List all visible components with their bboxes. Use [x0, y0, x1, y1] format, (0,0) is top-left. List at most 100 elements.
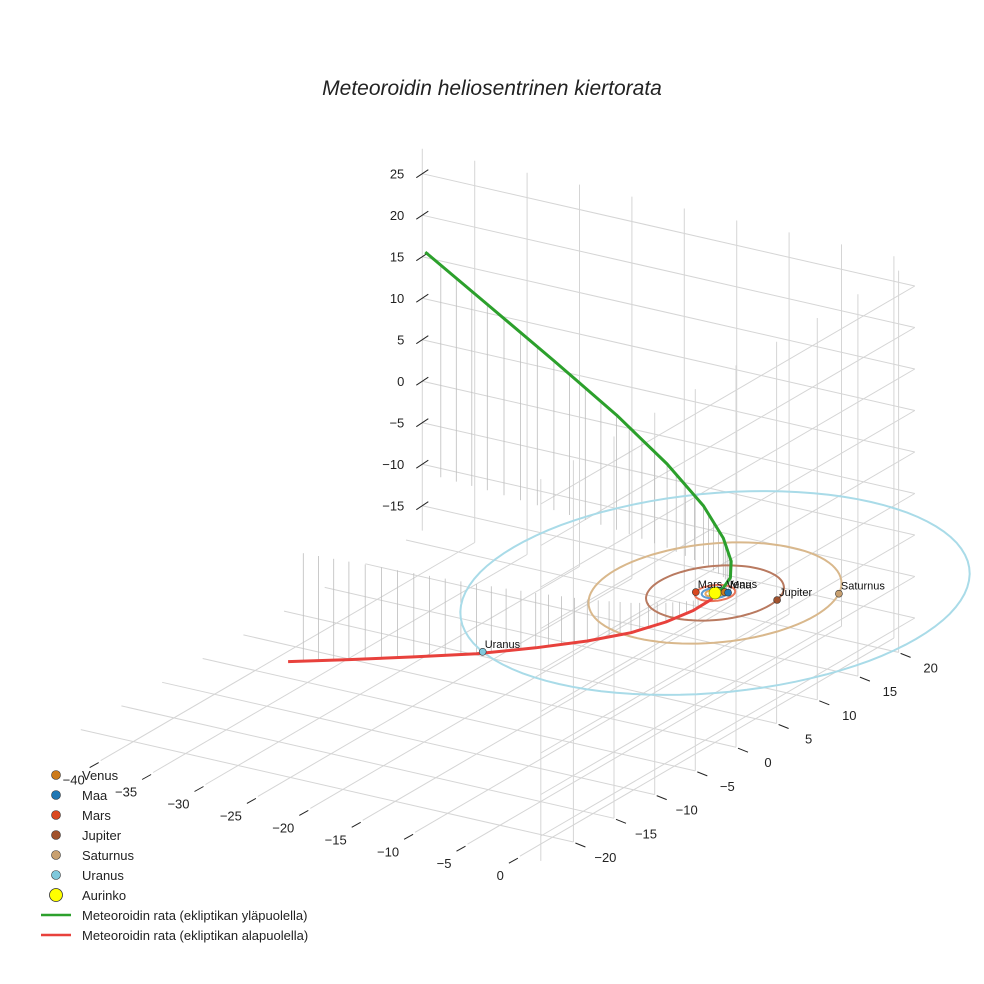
grid-line — [100, 542, 475, 762]
grid-line — [540, 410, 916, 629]
y-tick-mark — [819, 700, 830, 706]
grid-line — [422, 297, 915, 411]
planet-label: Uranus — [485, 639, 521, 651]
grid-line — [540, 451, 916, 671]
z-tick-label: 0 — [397, 374, 404, 389]
planet-marker — [835, 589, 843, 598]
z-tick-label: −5 — [389, 416, 404, 431]
z-tick-mark — [416, 376, 429, 386]
grid-line — [161, 681, 655, 796]
planet-label: Jupiter — [779, 587, 812, 599]
legend-marker — [51, 850, 61, 860]
x-tick-label: −30 — [167, 797, 189, 812]
x-tick-mark — [403, 833, 414, 840]
planet-marker — [478, 647, 487, 656]
z-tick-mark — [416, 418, 429, 428]
legend-marker — [51, 870, 61, 880]
z-tick-mark — [416, 293, 429, 303]
z-axis-ticks: −15 −10 −5 0 5 10 15 20 25 — [382, 167, 429, 514]
grid-line — [257, 577, 633, 797]
x-tick-mark — [508, 857, 519, 864]
y-tick-mark — [575, 842, 586, 848]
z-tick-label: 15 — [390, 250, 404, 265]
planet-label: Maa — [730, 580, 752, 592]
z-tick-mark — [416, 335, 429, 345]
orbit-saturnus — [587, 541, 843, 645]
y-tick-mark — [900, 652, 911, 658]
y-tick-mark — [697, 771, 708, 777]
grid-line — [362, 601, 737, 821]
y-tick-mark — [737, 747, 749, 753]
grid-line — [283, 610, 777, 724]
y-tick-label: 0 — [764, 755, 771, 770]
z-tick-mark — [416, 501, 429, 511]
meteoroid-trajectories — [288, 250, 733, 664]
grid-line — [422, 256, 915, 370]
grid-line — [422, 214, 915, 328]
z-tick-mark — [416, 459, 429, 469]
legend-label: Uranus — [82, 868, 124, 883]
chart-title: Meteoroidin heliosentrinen kiertorata — [322, 77, 662, 100]
grid-line — [540, 534, 916, 754]
x-tick-label: −15 — [325, 832, 347, 847]
grid-line — [405, 539, 899, 653]
grid-line — [422, 173, 915, 287]
x-tick-label: −40 — [63, 773, 85, 788]
legend-label: Aurinko — [82, 888, 126, 903]
x-tick-mark — [299, 809, 309, 816]
z-tick-label: −15 — [382, 499, 404, 514]
z-tick-label: −10 — [382, 457, 404, 472]
y-tick-mark — [656, 795, 667, 801]
x-tick-mark — [246, 797, 257, 804]
planet-label: Venus — [727, 579, 758, 591]
grid-line — [365, 563, 859, 677]
planet-label: Mars — [698, 579, 723, 591]
trajectory-below — [288, 597, 714, 664]
planet-marker — [691, 588, 700, 596]
grid-line — [540, 368, 916, 588]
z-tick-label: 20 — [390, 208, 404, 223]
orbit-jupiter — [644, 564, 786, 622]
grid-line — [540, 576, 916, 795]
grid-line — [205, 565, 580, 785]
x-tick-mark — [456, 845, 466, 852]
grid-line — [422, 505, 915, 619]
grid-line — [80, 729, 574, 843]
y-tick-label: 20 — [923, 660, 937, 675]
x-tick-mark — [89, 762, 99, 769]
x-tick-mark — [194, 786, 204, 792]
z-tick-mark — [416, 210, 429, 220]
grid-line — [540, 327, 916, 546]
grid-line — [422, 422, 915, 536]
grid-line — [519, 637, 895, 857]
legend-label: Saturnus — [82, 848, 135, 863]
legend-marker — [51, 790, 61, 800]
x-tick-label: −10 — [377, 844, 399, 859]
y-tick-label: 5 — [805, 732, 812, 747]
z-tick-mark — [416, 169, 429, 179]
grid-line — [152, 554, 528, 773]
y-tick-label: −5 — [720, 779, 735, 794]
legend-marker — [51, 770, 61, 780]
z-tick-label: 25 — [390, 167, 404, 182]
planet-marker — [773, 596, 781, 604]
x-axis-ticks: −40 −35 −30 −25 −20 −15 −10 −5 0 — [63, 762, 519, 883]
y-tick-label: 15 — [883, 684, 897, 699]
legend: Venus Maa Mars Jupiter Saturnus Uranus Aurinko… — [41, 768, 308, 943]
y-tick-mark — [859, 676, 871, 682]
legend-label: Maa — [82, 788, 108, 803]
y-tick-label: −10 — [676, 803, 698, 818]
x-tick-label: −25 — [220, 808, 242, 823]
y-tick-label: −15 — [635, 826, 657, 841]
x-tick-mark — [141, 774, 152, 780]
z-tick-label: 5 — [397, 333, 404, 348]
drop-lines — [302, 265, 732, 662]
legend-label: Mars — [82, 808, 111, 823]
orbit-uranus — [459, 490, 971, 696]
grid-line — [202, 658, 696, 772]
orbit-mars — [693, 583, 737, 603]
grid-line — [540, 493, 916, 712]
legend-marker — [51, 810, 61, 820]
trajectory-above — [424, 250, 733, 596]
